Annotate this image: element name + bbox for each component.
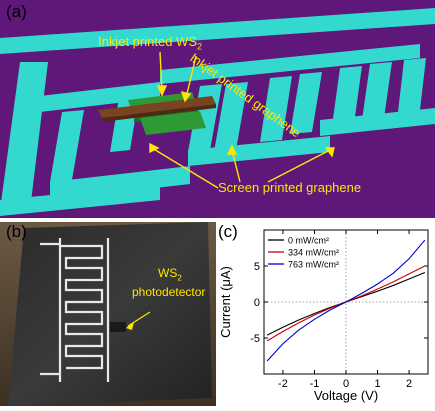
legend-label-2: 763 mW/cm² [288, 260, 339, 270]
arrow-head [226, 144, 238, 155]
y-tick-label: 0 [254, 297, 260, 309]
ws2-label-text: Inkjet printed WS [98, 34, 197, 49]
arrow-head [156, 85, 168, 97]
panel-b-device-photo: (b) WS2 photodetector [0, 222, 216, 406]
x-tick-label: 0 [343, 378, 349, 390]
ws2-label-subscript: 2 [197, 41, 203, 52]
photodetector-label-subscript: 2 [177, 273, 182, 283]
panel-a-letter: (a) [6, 2, 27, 21]
inkjet-graphene-strip [98, 96, 216, 118]
arrow-head [180, 91, 192, 103]
electrode-finger [398, 58, 426, 112]
electrode-finger [188, 136, 330, 166]
x-axis-label: Voltage (V) [314, 388, 378, 403]
printed-electrode-pattern [40, 238, 110, 382]
arrow-screen-3 [267, 149, 331, 183]
series-line-2 [266, 239, 426, 362]
electrode-finger [50, 110, 84, 182]
electrode-finger [0, 62, 48, 210]
electrode-finger [214, 82, 248, 152]
screen-printed-electrodes [0, 8, 435, 216]
x-tick-label: -1 [310, 378, 320, 390]
arrow-inkjet-graphene [185, 55, 197, 99]
inkjet-graphene-strip-edge [102, 104, 216, 122]
panel-a-device-schematic: (a) Inkjet printed WS2 Inkjet printed gr… [0, 0, 435, 218]
electrode-finger [160, 44, 420, 84]
legend-label-0: 0 mW/cm² [288, 236, 329, 246]
photodetector-label-text: photodetector [132, 285, 206, 300]
electrode-finger [332, 66, 362, 126]
panel-c-letter: (c) [218, 222, 238, 241]
photodetector-arrow-head [126, 322, 134, 330]
screen-graphene-label: Screen printed graphene [218, 180, 362, 195]
electrode-fingers [60, 244, 104, 370]
legend-label-1: 334 mW/cm² [288, 248, 339, 258]
electrode-bottom-bus [0, 184, 160, 216]
electrode-finger [290, 72, 322, 134]
annotation-arrows [149, 51, 335, 189]
arrow-screen-1 [151, 147, 219, 189]
iv-chart-svg: -2 -1 0 1 2 -5 0 5 Voltage (V) Current (μA) 0 mW/c… [218, 229, 429, 403]
x-tick-label: 2 [406, 378, 412, 390]
y-tick-label: -5 [250, 333, 260, 345]
printed-substrate [8, 222, 212, 406]
ws2-label: Inkjet printed WS2 [98, 34, 202, 52]
photodetector-label-ws2: WS2 [152, 266, 205, 285]
electrode-top-bus [0, 8, 435, 54]
arrow-screen-2 [231, 149, 241, 183]
y-axis-label: Current (μA) [218, 266, 233, 338]
x-tick-label: -2 [278, 378, 288, 390]
x-tick-label: 1 [374, 378, 380, 390]
photodetector-label-ws: WS [158, 266, 178, 280]
electrode-finger [260, 76, 292, 142]
panel-b-letter: (b) [6, 222, 27, 241]
y-tick-label: 5 [254, 261, 260, 273]
photodetector-arrow [127, 311, 151, 327]
electrode-finger [320, 108, 435, 136]
photodetector-label: WS2 photodetector [132, 266, 205, 299]
arrow-head [149, 142, 160, 154]
arrow-head [324, 147, 335, 158]
electrode-finger [40, 82, 160, 112]
device-schematic-render [0, 0, 435, 218]
ws2-film-lower [140, 111, 206, 135]
device-photo-render [0, 222, 216, 406]
panel-c-iv-chart: (c) -2 -1 0 1 2 -5 0 5 Voltage (V) Current (μA) 0 … [216, 222, 435, 406]
electrode-finger [362, 62, 392, 120]
ws2-photodetector-spot [110, 322, 126, 332]
